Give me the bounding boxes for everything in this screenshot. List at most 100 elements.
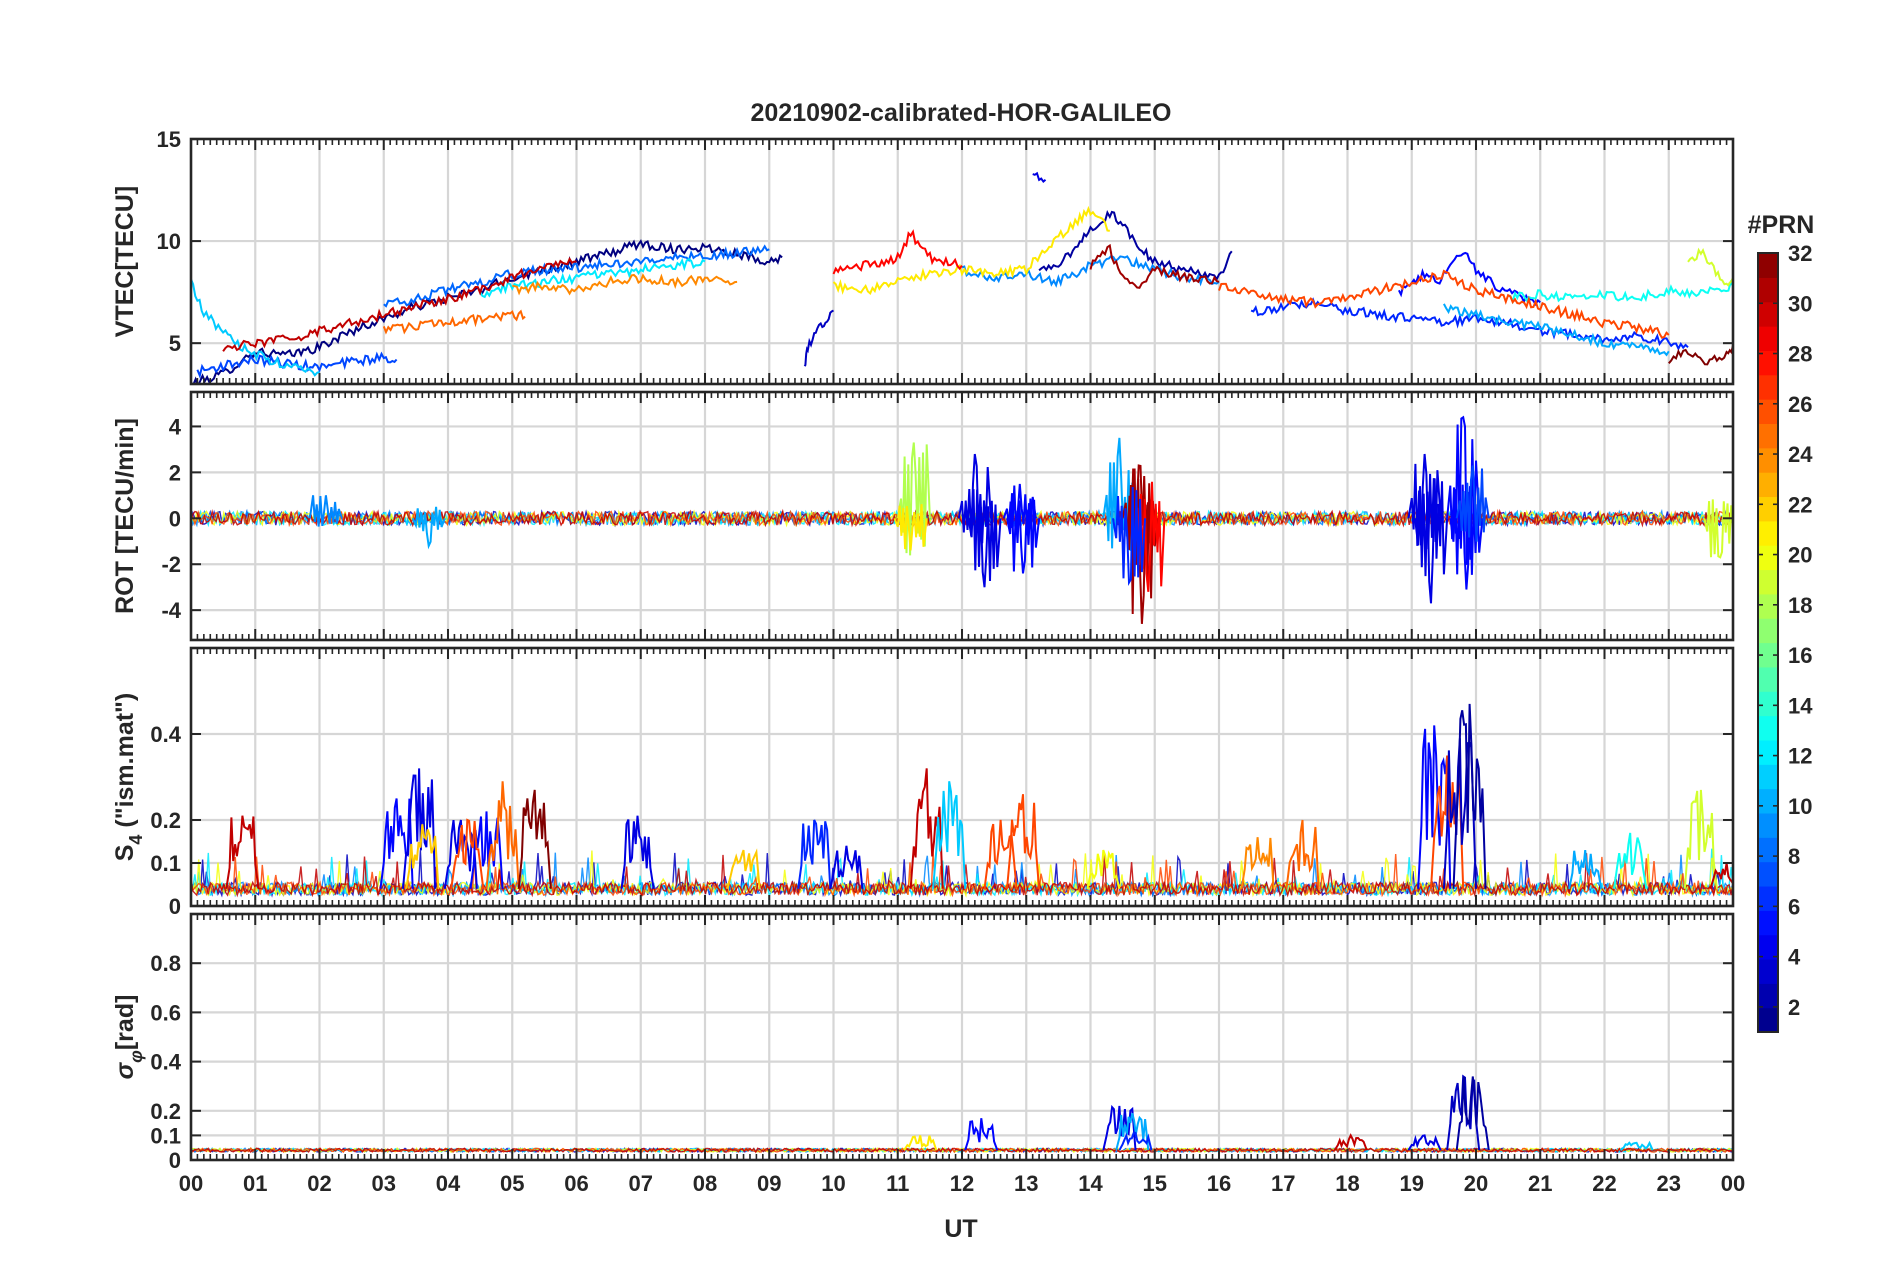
series-prn-12 — [479, 257, 706, 299]
colorbar-swatch — [1758, 788, 1778, 814]
x-tick-label: 14 — [1078, 1171, 1103, 1196]
colorbar-swatch — [1758, 1007, 1778, 1033]
x-tick-label: 19 — [1400, 1171, 1424, 1196]
spike-prn-4 — [620, 815, 655, 889]
spike-prn-26 — [1006, 794, 1041, 889]
spike-prn-5 — [1006, 493, 1041, 574]
y-axis-label: ROT [TECU/min] — [111, 418, 139, 614]
x-tick-label: 02 — [307, 1171, 331, 1196]
x-tick-label: 21 — [1528, 1171, 1552, 1196]
colorbar-tick-label: 16 — [1788, 643, 1812, 668]
y-tick-label: 0 — [169, 506, 181, 531]
panel-sigma_phi: 00.10.2 0.4 0.6 0.8σφ[rad] 00 01 02 03 04 05 06 07 0… — [111, 912, 1745, 1196]
x-tick-label: 13 — [1014, 1171, 1038, 1196]
x-tick-label: 17 — [1271, 1171, 1295, 1196]
colorbar-swatch — [1758, 350, 1778, 376]
y-tick-label: 0.6 — [150, 1000, 181, 1025]
spike-prn-4 — [402, 768, 437, 889]
y-tick-label: 0.4 — [150, 1050, 181, 1075]
spike-prn-9 — [308, 495, 343, 527]
colorbar-swatch — [1758, 983, 1778, 1009]
colorbar-swatch — [1758, 764, 1778, 790]
y-tick-label: 0.1 — [150, 851, 181, 876]
series-prn-32 — [1668, 344, 1733, 366]
chart-title: 20210902-calibrated-HOR-GALILEO — [751, 99, 1172, 127]
colorbar-tick-label: 30 — [1788, 291, 1812, 316]
spike-prn-4 — [1414, 478, 1449, 604]
spike-prn-4 — [443, 819, 478, 889]
x-tick-label: 08 — [693, 1171, 717, 1196]
panel-rot: -4 -2 0 2 4 ROT [TECU/min] — [111, 390, 1735, 642]
colorbar-swatch — [1758, 618, 1778, 644]
spike-prn-4 — [1102, 1104, 1137, 1151]
y-tick-label: 0.4 — [150, 722, 181, 747]
spike-prn-4 — [967, 489, 1002, 588]
data-lines — [191, 415, 1733, 624]
panel-vtec: 5 10 15 VTEC[TECU] — [111, 127, 1735, 386]
x-tick-label: 15 — [1143, 1171, 1167, 1196]
colorbar-swatch — [1758, 326, 1778, 351]
series-prn-25 — [382, 309, 526, 335]
colorbar-tick-label: 8 — [1788, 844, 1800, 869]
spike-prn-2 — [1455, 1076, 1490, 1151]
x-tick-label: 00 — [179, 1171, 203, 1196]
colorbar-swatch — [1758, 301, 1778, 327]
colorbar-swatch — [1758, 837, 1778, 863]
colorbar-tick-label: 24 — [1788, 442, 1813, 467]
y-tick-label: 0 — [169, 1148, 181, 1173]
y-tick-label: -4 — [161, 598, 181, 623]
colorbar-swatch — [1758, 812, 1778, 838]
series-prn-4 — [1032, 171, 1047, 184]
x-tick-label: 01 — [243, 1171, 267, 1196]
colorbar-swatch — [1758, 861, 1778, 887]
series-prn-28 — [832, 229, 963, 275]
y-tick-label: -2 — [161, 552, 181, 577]
spike-prn-22 — [405, 824, 440, 889]
y-tick-label: 5 — [169, 331, 181, 356]
colorbar-swatch — [1758, 545, 1778, 571]
colorbar-swatch — [1758, 958, 1778, 984]
spike-prn-30 — [225, 815, 260, 889]
x-tick-label: 18 — [1335, 1171, 1359, 1196]
axes-frame — [189, 912, 1735, 1162]
spike-prn-18 — [896, 442, 931, 556]
y-tick-label: 0 — [169, 894, 181, 919]
spike-prn-5 — [964, 1118, 999, 1151]
spike-prn-32 — [517, 789, 552, 889]
x-tick-label: 16 — [1207, 1171, 1231, 1196]
colorbar-swatch — [1758, 423, 1778, 449]
colorbar-swatch — [1758, 666, 1778, 692]
x-axis-label: UT — [944, 1215, 977, 1243]
colorbar-tick-label: 26 — [1788, 392, 1812, 417]
series-prn-10 — [1443, 303, 1670, 357]
panel-s4: 0 0.1 0.2 0.4S4 ("ism.mat") — [111, 646, 1735, 919]
y-tick-label: 0.2 — [150, 808, 181, 833]
spike-prn-6 — [1112, 486, 1147, 587]
y-tick-label: 4 — [169, 414, 182, 439]
colorbar-tick-label: 22 — [1788, 492, 1812, 517]
axes-frame — [189, 137, 1735, 386]
x-tick-label: 12 — [950, 1171, 974, 1196]
colorbar-tick-label: 4 — [1788, 945, 1801, 970]
y-tick-label: 0.1 — [150, 1123, 181, 1148]
spike-prn-19 — [1683, 789, 1718, 889]
colorbar-tick-label: 28 — [1788, 342, 1812, 367]
spike-prn-6 — [1118, 1131, 1153, 1151]
colorbar-tick-label: 14 — [1788, 693, 1813, 718]
spike-prn-30 — [1333, 1133, 1368, 1151]
colorbar-swatch — [1758, 374, 1778, 400]
spike-prn-7 — [1455, 465, 1490, 542]
spike-prn-25 — [1285, 819, 1320, 889]
colorbar-swatch — [1758, 472, 1778, 498]
colorbar-tick-label: 2 — [1788, 995, 1800, 1020]
spike-prn-4 — [829, 845, 864, 890]
x-tick-label: 04 — [436, 1171, 461, 1196]
y-tick-label: 0.2 — [150, 1099, 181, 1124]
axes-frame — [189, 646, 1735, 908]
spike-prn-30 — [909, 768, 944, 889]
colorbar-tick-label: 6 — [1788, 894, 1800, 919]
x-tick-label: 06 — [564, 1171, 588, 1196]
y-tick-label: 15 — [157, 127, 181, 152]
